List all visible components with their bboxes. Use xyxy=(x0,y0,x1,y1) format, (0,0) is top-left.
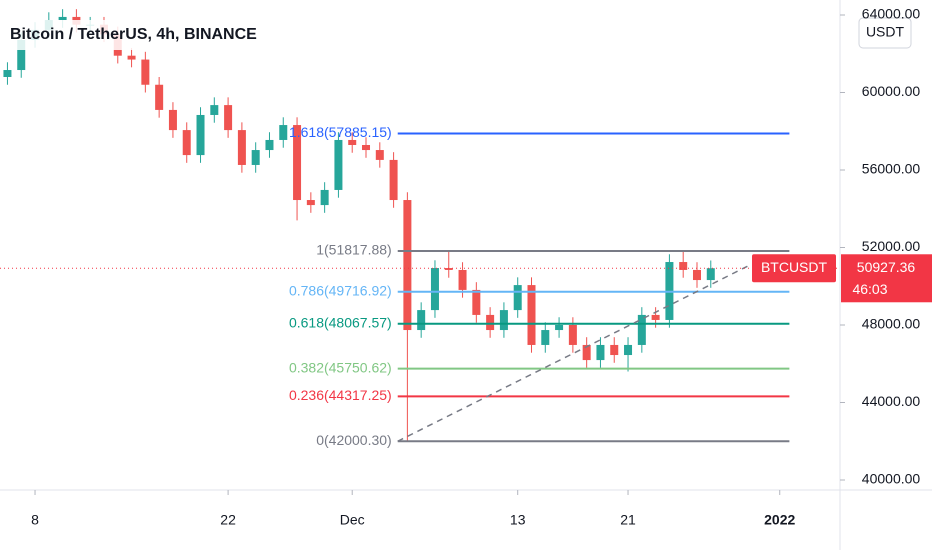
candle-body xyxy=(237,130,246,165)
x-tick-label: 21 xyxy=(620,512,636,528)
fib-level-label: 0.236(44317.25) xyxy=(289,387,392,403)
candle-body xyxy=(555,325,564,331)
fib-level-label: 0(42000.30) xyxy=(316,432,392,448)
fib-level-label: 0.786(49716.92) xyxy=(289,282,392,298)
candle-body xyxy=(279,125,288,140)
y-tick-label: 64000.00 xyxy=(862,6,921,22)
plot-area xyxy=(3,9,715,442)
candle-body xyxy=(293,125,302,201)
candle-body xyxy=(417,310,426,331)
candle-body xyxy=(499,310,508,331)
candle-body xyxy=(348,139,357,146)
candle-body xyxy=(472,289,481,315)
candle-body xyxy=(430,268,439,311)
y-tick-label: 56000.00 xyxy=(862,161,921,177)
currency-button-label[interactable]: USDT xyxy=(866,24,905,40)
candle-body xyxy=(582,344,591,361)
candle-body xyxy=(527,285,536,345)
fib-level-label: 0.618(48067.57) xyxy=(289,314,392,330)
x-tick-label: 8 xyxy=(31,512,39,528)
price-badge xyxy=(841,254,932,303)
candle-body xyxy=(168,109,177,131)
candle-body xyxy=(568,325,577,345)
candle-body xyxy=(17,39,26,71)
x-tick-label: 13 xyxy=(510,512,526,528)
y-tick-label: 48000.00 xyxy=(862,316,921,332)
candle-body xyxy=(58,16,67,21)
symbol-badge xyxy=(752,254,836,283)
candle-body xyxy=(127,55,136,60)
symbol-badge-label: BTCUSDT xyxy=(761,259,828,275)
candle-body xyxy=(141,59,150,85)
candle-body xyxy=(182,130,191,156)
currency-button[interactable] xyxy=(858,17,912,49)
candle-body xyxy=(224,105,233,131)
candle-body xyxy=(444,268,453,270)
candle-body xyxy=(624,344,633,356)
candle-body xyxy=(155,84,164,110)
chart-title: Bitcoin / TetherUS, 4h, BINANCE xyxy=(10,26,257,43)
candle-body xyxy=(320,189,329,206)
candle-body xyxy=(375,150,384,160)
candle-body xyxy=(692,269,701,281)
candle-body xyxy=(596,344,605,361)
y-tick-label: 40000.00 xyxy=(862,471,921,487)
candle-body xyxy=(403,200,412,331)
candle-body xyxy=(458,269,467,290)
fib-level-label: 1(51817.88) xyxy=(316,242,392,258)
y-tick-label: 60000.00 xyxy=(862,83,921,99)
price-badge-label: 50927.36 xyxy=(857,259,916,275)
x-tick-label: 2022 xyxy=(764,512,795,528)
x-tick-label: 22 xyxy=(220,512,236,528)
y-tick-label: 52000.00 xyxy=(862,238,921,254)
countdown-label: 46:03 xyxy=(852,281,887,297)
candle-body xyxy=(610,344,619,356)
candle-body xyxy=(3,70,12,77)
candle-body xyxy=(486,314,495,331)
fib-level-label: 1.618(57885.15) xyxy=(289,124,392,140)
title-backdrop xyxy=(0,20,262,50)
candle-body xyxy=(541,330,550,345)
candle-body xyxy=(679,262,688,270)
candle-body xyxy=(210,105,219,115)
x-tick-label: Dec xyxy=(340,512,365,528)
candle-body xyxy=(513,285,522,311)
candle-body xyxy=(265,139,274,151)
candle-body xyxy=(251,150,260,165)
candle-body xyxy=(651,314,660,320)
candle-body xyxy=(362,145,371,151)
candle-body xyxy=(637,314,646,345)
fib-level-label: 0.382(45750.62) xyxy=(289,359,392,375)
candle-body xyxy=(389,159,398,201)
candle-body xyxy=(706,268,715,281)
candle-body xyxy=(334,139,343,190)
candle-body xyxy=(306,200,315,206)
y-tick-label: 44000.00 xyxy=(862,393,921,409)
candle-body xyxy=(196,114,205,156)
